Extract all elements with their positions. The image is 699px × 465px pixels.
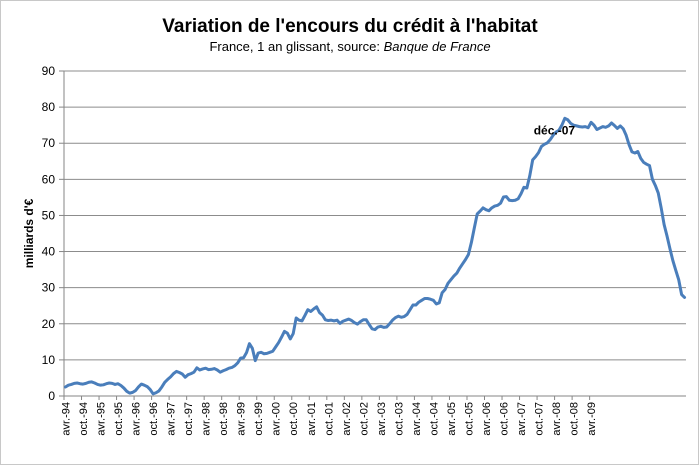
annotation-label: déc.-07 <box>534 123 576 137</box>
x-tick-label: avr.-99 <box>236 402 248 436</box>
x-tick-label: oct.-05 <box>463 402 475 436</box>
x-tick-label: avr.-03 <box>376 402 388 436</box>
y-tick-label: 10 <box>42 353 56 367</box>
chart-subtitle: France, 1 an glissant, source: Banque de… <box>209 39 490 54</box>
y-tick-label: 20 <box>42 317 56 331</box>
subtitle-prefix: France, 1 an glissant, source: <box>209 39 383 54</box>
x-axis: avr.-94 oct.-94 avr.-95 oct.-95 avr.-96 oct.-… <box>60 395 686 436</box>
x-tick-label: oct.-04 <box>428 402 440 436</box>
x-tick-label: oct.-06 <box>498 402 510 436</box>
y-tick-label: 40 <box>42 245 56 259</box>
x-tick-label: oct.-98 <box>218 402 230 436</box>
x-tick-label: avr.-05 <box>446 402 458 436</box>
chart-title: Variation de l'encours du crédit à l'hab… <box>162 16 538 37</box>
x-tick-label: oct.-08 <box>569 402 581 436</box>
x-tick-label: avr.-06 <box>481 402 493 436</box>
x-tick-label: avr.-98 <box>201 402 213 436</box>
x-tick-label: avr.-09 <box>586 402 598 436</box>
x-tick-label: oct.-02 <box>358 402 370 436</box>
x-tick-label: oct.-01 <box>323 402 335 436</box>
x-tick-label: oct.-96 <box>148 402 160 436</box>
y-tick-labels: 0 10 20 30 40 50 60 70 80 90 <box>42 64 56 403</box>
y-tick-label: 0 <box>48 389 55 403</box>
x-tick-label: avr.-07 <box>516 402 528 436</box>
x-tick-label: oct.-97 <box>183 402 195 436</box>
y-tick-label: 50 <box>42 208 56 222</box>
x-tick-label: avr.-97 <box>166 402 178 436</box>
x-tick-label: avr.-95 <box>96 402 108 436</box>
x-tick-label: oct.-99 <box>253 402 265 436</box>
x-tick-label: oct.-94 <box>78 402 90 436</box>
x-tick-label: avr.-02 <box>341 402 353 436</box>
x-tick-label: oct.-95 <box>113 402 125 436</box>
gridlines <box>59 70 686 397</box>
series-line <box>63 116 687 396</box>
subtitle-source: Banque de France <box>384 39 491 54</box>
x-tick-label: avr.-96 <box>131 402 143 436</box>
x-tick-label: avr.-04 <box>411 402 423 436</box>
x-tick-label: avr.-01 <box>306 402 318 436</box>
y-tick-label: 80 <box>42 100 56 114</box>
y-tick-label: 60 <box>42 172 56 186</box>
y-tick-label: 90 <box>42 64 56 78</box>
x-tick-label: oct.-03 <box>393 402 405 436</box>
y-tick-label: 70 <box>42 136 56 150</box>
y-tick-label: 30 <box>42 281 56 295</box>
x-tick-label: avr.-00 <box>271 402 283 436</box>
x-tick-label: oct.-07 <box>534 402 546 436</box>
x-tick-label: avr.-94 <box>60 402 72 436</box>
x-tick-label: avr.-08 <box>551 402 563 436</box>
y-axis-label: milliards d'€ <box>22 198 36 268</box>
plot-area <box>63 116 687 396</box>
x-tick-label: oct.-00 <box>288 402 300 436</box>
